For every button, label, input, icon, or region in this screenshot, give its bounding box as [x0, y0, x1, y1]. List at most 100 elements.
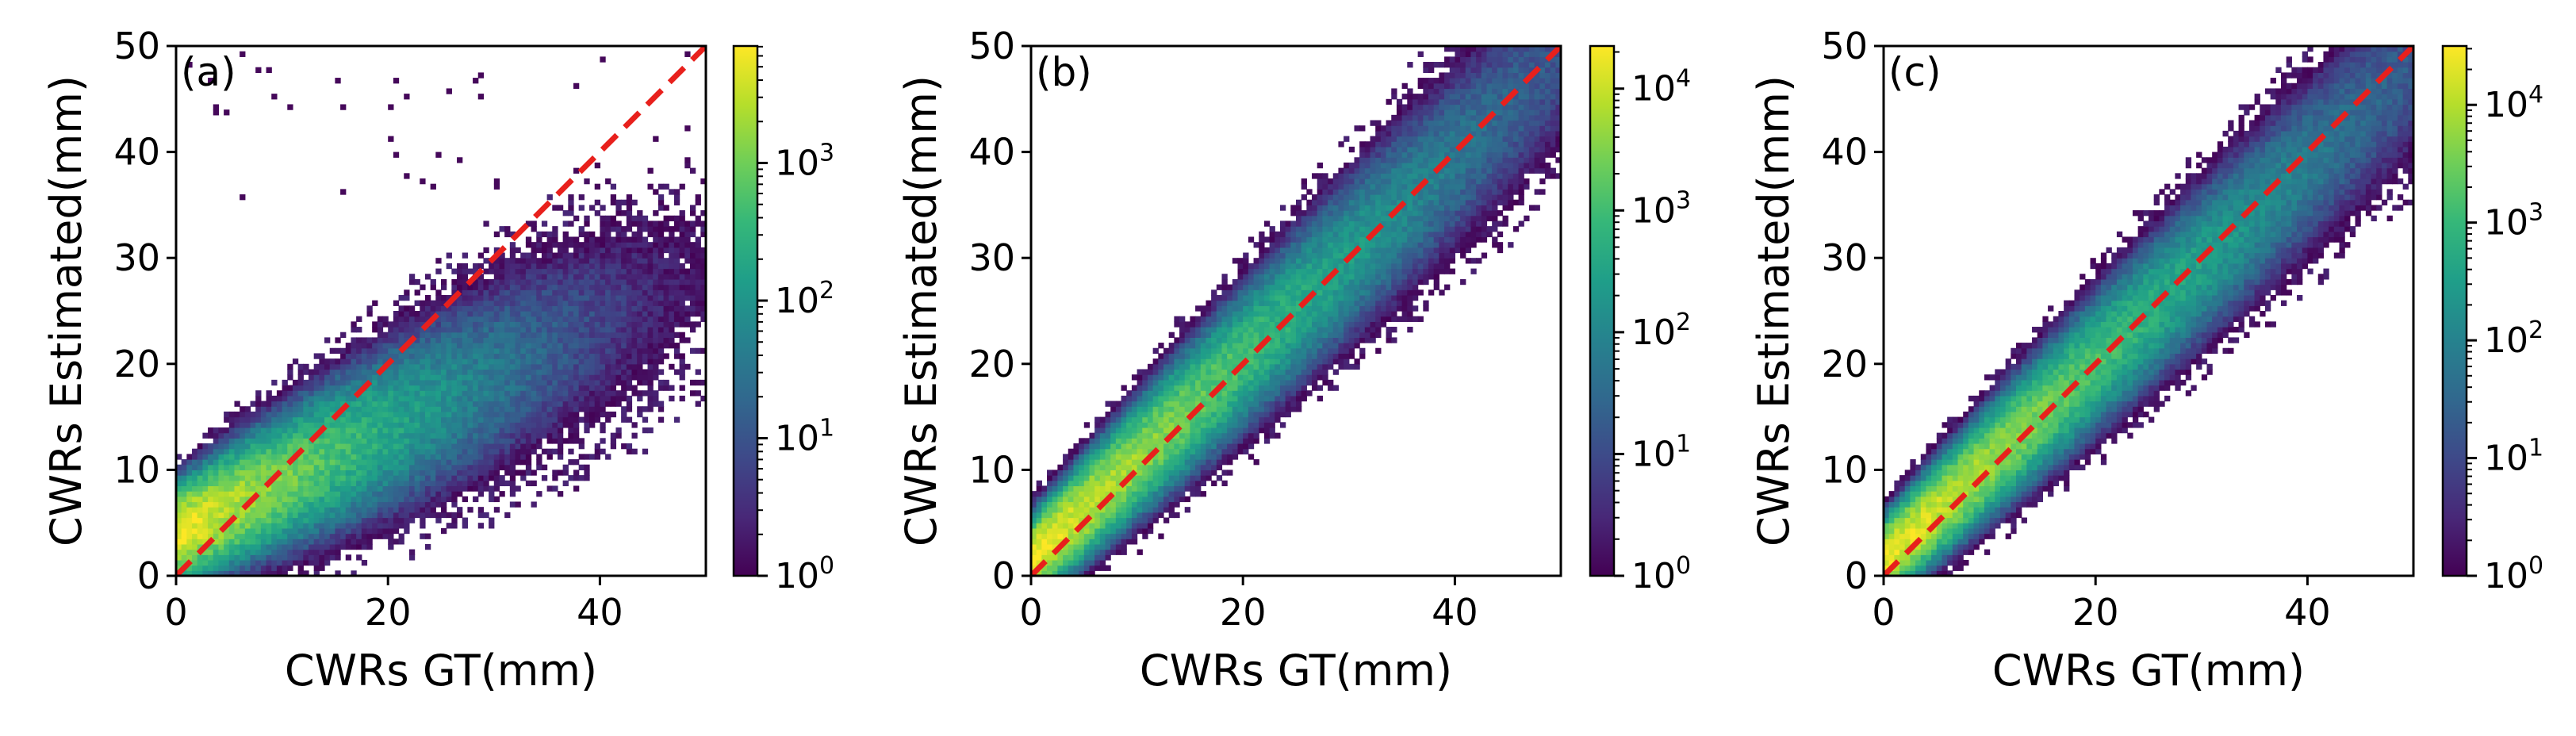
heatmap-bin: [494, 332, 500, 338]
heatmap-bin: [435, 332, 441, 338]
heatmap-bin: [335, 554, 340, 560]
heatmap-bin: [483, 295, 489, 301]
heatmap-bin: [547, 374, 553, 380]
heatmap-bin: [558, 412, 563, 417]
heatmap-bin: [680, 184, 685, 190]
heatmap-bin: [399, 353, 404, 358]
heatmap-bin: [346, 390, 351, 396]
heatmap-bin: [1052, 496, 1058, 502]
heatmap-bin: [314, 550, 320, 555]
heatmap-bin: [547, 332, 553, 338]
heatmap-bin: [600, 369, 605, 374]
heatmap-bin: [245, 427, 251, 433]
heatmap-bin: [483, 269, 489, 274]
heatmap-bin: [579, 353, 585, 358]
heatmap-bin: [224, 427, 229, 433]
heatmap-bin: [298, 501, 304, 507]
heatmap-bin: [431, 481, 436, 486]
heatmap-bin: [674, 269, 680, 274]
heatmap-bin: [526, 316, 531, 322]
heatmap-bin: [282, 443, 288, 449]
heatmap-bin: [600, 247, 605, 253]
heatmap-bin: [457, 406, 462, 412]
heatmap-bin: [1068, 565, 1074, 571]
heatmap-bin: [1174, 396, 1179, 401]
heatmap-bin: [627, 247, 632, 253]
heatmap-bin: [631, 220, 637, 226]
heatmap-bin: [653, 274, 658, 279]
heatmap-bin: [536, 321, 542, 327]
heatmap-bin: [319, 550, 324, 555]
heatmap-bin: [1073, 539, 1079, 544]
heatmap-bin: [615, 433, 621, 439]
heatmap-bin: [595, 380, 600, 385]
heatmap-bin: [356, 534, 362, 539]
heatmap-bin: [462, 358, 468, 364]
heatmap-bin: [186, 454, 192, 459]
heatmap-bin: [637, 216, 642, 221]
heatmap-bin: [611, 295, 616, 301]
heatmap-bin: [462, 475, 468, 481]
heatmap-bin: [229, 507, 235, 512]
heatmap-bin: [277, 501, 282, 507]
heatmap-bin: [1132, 496, 1137, 502]
heatmap-bin: [648, 295, 654, 301]
heatmap-bin: [245, 560, 251, 565]
heatmap-bin: [266, 528, 272, 534]
heatmap-bin: [1158, 443, 1163, 449]
heatmap-bin: [1148, 470, 1153, 475]
heatmap-bin: [605, 242, 611, 247]
heatmap-bin: [1073, 475, 1079, 481]
heatmap-bin: [1073, 465, 1079, 470]
heatmap-bin: [266, 550, 272, 555]
heatmap-bin: [277, 459, 282, 465]
heatmap-bin: [1163, 518, 1169, 523]
heatmap-bin: [277, 534, 282, 539]
heatmap-bin: [595, 443, 600, 449]
heatmap-bin: [1079, 539, 1084, 544]
heatmap-bin: [1079, 501, 1084, 507]
heatmap-bin: [1052, 501, 1058, 507]
heatmap-bin: [499, 422, 504, 427]
heatmap-bin: [552, 205, 558, 210]
heatmap-bin: [351, 475, 356, 481]
heatmap-bin: [425, 337, 431, 343]
heatmap-bin: [409, 481, 415, 486]
heatmap-bin: [314, 534, 320, 539]
heatmap-bin: [420, 390, 425, 396]
heatmap-bin: [362, 412, 367, 417]
heatmap-bin: [637, 353, 642, 358]
heatmap-bin: [1201, 491, 1206, 496]
heatmap-bin: [526, 412, 531, 417]
heatmap-bin: [489, 289, 494, 295]
heatmap-bin: [271, 94, 277, 99]
heatmap-bin: [340, 496, 346, 502]
heatmap-bin: [388, 523, 393, 528]
heatmap-bin: [366, 528, 372, 534]
heatmap-bin: [431, 507, 436, 512]
heatmap-bin: [447, 459, 452, 465]
heatmap-bin: [1079, 544, 1084, 550]
heatmap-bin: [1195, 316, 1201, 322]
heatmap-bin: [271, 544, 277, 550]
heatmap-bin: [457, 157, 462, 163]
heatmap-bin: [229, 433, 235, 439]
heatmap-bin: [1206, 348, 1211, 354]
heatmap-bin: [1148, 422, 1153, 427]
heatmap-bin: [388, 459, 393, 465]
heatmap-bin: [690, 168, 696, 174]
heatmap-bin: [605, 337, 611, 343]
heatmap-bin: [1137, 380, 1143, 385]
heatmap-bin: [186, 512, 192, 518]
heatmap-bin: [669, 216, 674, 221]
heatmap-bin: [441, 512, 447, 518]
heatmap-bin: [1084, 475, 1090, 481]
heatmap-bin: [516, 390, 521, 396]
heatmap-bin: [642, 380, 648, 385]
heatmap-bin: [425, 512, 431, 518]
heatmap-bin: [558, 422, 563, 427]
heatmap-bin: [298, 427, 304, 433]
heatmap-bin: [298, 534, 304, 539]
heatmap-bin: [451, 353, 457, 358]
